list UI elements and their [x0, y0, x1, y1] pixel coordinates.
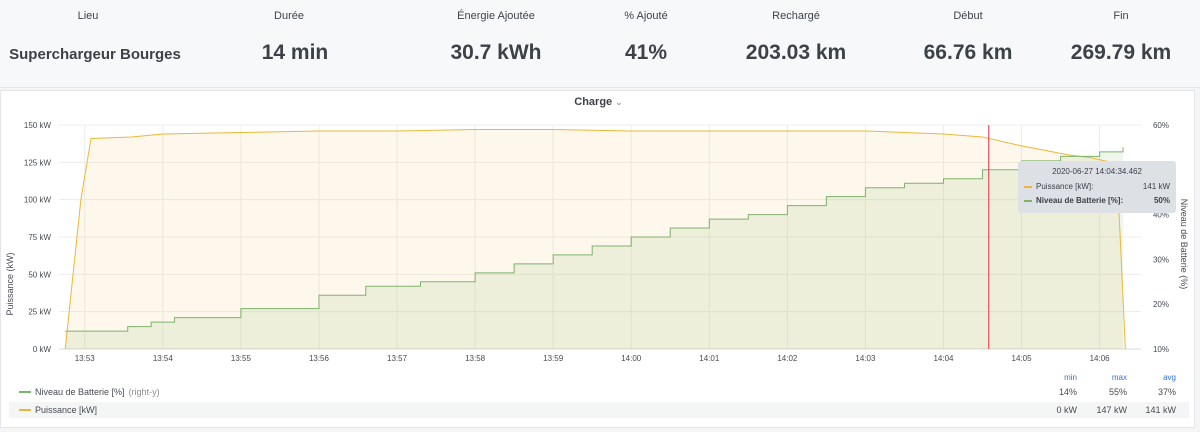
x-tick-label: 13:55 [231, 354, 252, 361]
stat-value-fin: 269.79 km [1070, 41, 1172, 64]
x-axis: 13:53 13:54 13:55 13:56 13:57 13:58 13:59 14:00… [75, 354, 1110, 361]
legend-min-power: 0 kW [1056, 405, 1077, 415]
legend-header-min[interactable]: min [1064, 373, 1077, 382]
stat-value-pct-ajoute: 41% [624, 41, 668, 64]
y-tick-label: 50 kW [28, 270, 51, 279]
x-tick-label: 14:01 [699, 354, 720, 361]
charge-panel: Charge ⌄ 0 kW 25 kW 50 kW 75 kW 100 kW 125 kW 1… [0, 90, 1195, 428]
stat-label-pct-ajoute: % Ajouté [624, 10, 668, 22]
y2-tick-label: 20% [1153, 300, 1169, 309]
legend-item-battery[interactable]: Niveau de Batterie [%] (right-y) 14% 55% … [9, 384, 1189, 400]
chevron-down-icon[interactable]: ⌄ [615, 97, 623, 107]
y-axis-left: 0 kW 25 kW 50 kW 75 kW 100 kW 125 kW 150 kW [24, 121, 52, 354]
legend-max-power: 147 kW [1096, 405, 1127, 415]
x-tick-label: 14:02 [777, 354, 798, 361]
chart-lines [64, 128, 1126, 350]
x-tick-label: 13:56 [309, 354, 330, 361]
y-tick-label: 150 kW [24, 121, 52, 130]
tooltip-swatch-battery [1024, 200, 1032, 202]
y-axis-right: 10% 20% 30% 40% 50% 60% [1153, 121, 1169, 354]
y2-tick-label: 10% [1153, 345, 1169, 354]
stat-label-lieu: Lieu [77, 10, 99, 22]
stat-label-debut: Début [953, 10, 983, 22]
series-line-battery [65, 147, 1124, 332]
tooltip-row-battery: Niveau de Batterie [%]: 50% [1024, 196, 1170, 207]
tooltip-swatch-power [1024, 186, 1032, 188]
y-tick-label: 0 kW [33, 345, 52, 354]
legend-min-battery: 14% [1058, 387, 1077, 397]
y2-tick-label: 30% [1153, 255, 1169, 264]
panel-title-menu[interactable]: Charge ⌄ [1, 96, 1196, 108]
y-tick-label: 75 kW [28, 233, 51, 242]
x-tick-label: 14:04 [933, 354, 954, 361]
chart-areas [65, 129, 1126, 349]
stat-value-duree: 14 min [261, 41, 329, 64]
x-tick-label: 13:54 [153, 354, 174, 361]
legend-name-battery[interactable]: Niveau de Batterie [%] [35, 387, 125, 397]
stat-label-duree: Durée [274, 10, 304, 22]
legend-item-power[interactable]: Puissance [kW] 0 kW 147 kW 141 kW [9, 402, 1189, 418]
tooltip-value-power: 141 kW [1142, 182, 1170, 191]
stat-value-energie: 30.7 kWh [450, 41, 542, 64]
legend-avg-power: 141 kW [1145, 405, 1176, 415]
x-tick-label: 14:00 [621, 354, 642, 361]
legend-avg-battery: 37% [1157, 387, 1176, 397]
y2-axis-title: Niveau de Batterie (%) [1179, 199, 1189, 290]
x-tick-label: 14:03 [855, 354, 876, 361]
stat-value-recharge: 203.03 km [745, 41, 847, 64]
charge-chart[interactable]: 0 kW 25 kW 50 kW 75 kW 100 kW 125 kW 150 kW 10… [1, 91, 1196, 361]
legend-header-max[interactable]: max [1111, 373, 1127, 382]
legend-max-battery: 55% [1108, 387, 1127, 397]
legend-swatch-power [19, 409, 31, 411]
legend-header-avg[interactable]: avg [1163, 373, 1176, 382]
tooltip-value-battery: 50% [1153, 196, 1170, 205]
tooltip-time: 2020-06-27 14:04:34.462 [1052, 167, 1142, 176]
legend-axis-battery: (right-y) [128, 387, 160, 397]
x-tick-label: 14:06 [1090, 354, 1111, 361]
y2-tick-label: 40% [1153, 211, 1169, 220]
tooltip-name-battery: Niveau de Batterie [%]: [1036, 196, 1124, 205]
stat-label-recharge: Rechargé [772, 10, 820, 22]
y-tick-label: 125 kW [24, 158, 52, 167]
y-axis-title: Puissance (kW) [5, 252, 15, 315]
series-area-battery [65, 147, 1124, 349]
series-line-power [64, 128, 1126, 350]
y-tick-label: 100 kW [24, 196, 52, 205]
legend-name-power[interactable]: Puissance [kW] [35, 405, 98, 415]
legend-swatch-battery [19, 391, 31, 393]
x-tick-label: 13:59 [543, 354, 564, 361]
x-tick-label: 13:58 [465, 354, 486, 361]
stat-label-fin: Fin [1113, 10, 1129, 22]
tooltip-row-power: Puissance [kW]: 141 kW [1024, 182, 1170, 193]
chart-grid [59, 124, 1141, 350]
stat-value-lieu: Superchargeur Bourges [9, 46, 181, 63]
x-tick-label: 14:05 [1012, 354, 1033, 361]
series-area-power [65, 129, 1126, 349]
panel-title[interactable]: Charge [574, 96, 613, 108]
stats-bar: Lieu Superchargeur Bourges Durée 14 min … [0, 0, 1200, 88]
tooltip-name-power: Puissance [kW]: [1036, 182, 1094, 191]
stat-value-debut: 66.76 km [923, 41, 1013, 64]
stat-label-energie: Énergie Ajoutée [457, 10, 535, 22]
x-tick-label: 13:53 [75, 354, 96, 361]
chart-tooltip: 2020-06-27 14:04:34.462 Puissance [kW]: … [1018, 161, 1176, 213]
y-tick-label: 25 kW [28, 308, 51, 317]
y2-tick-label: 60% [1153, 121, 1169, 130]
x-tick-label: 13:57 [387, 354, 408, 361]
